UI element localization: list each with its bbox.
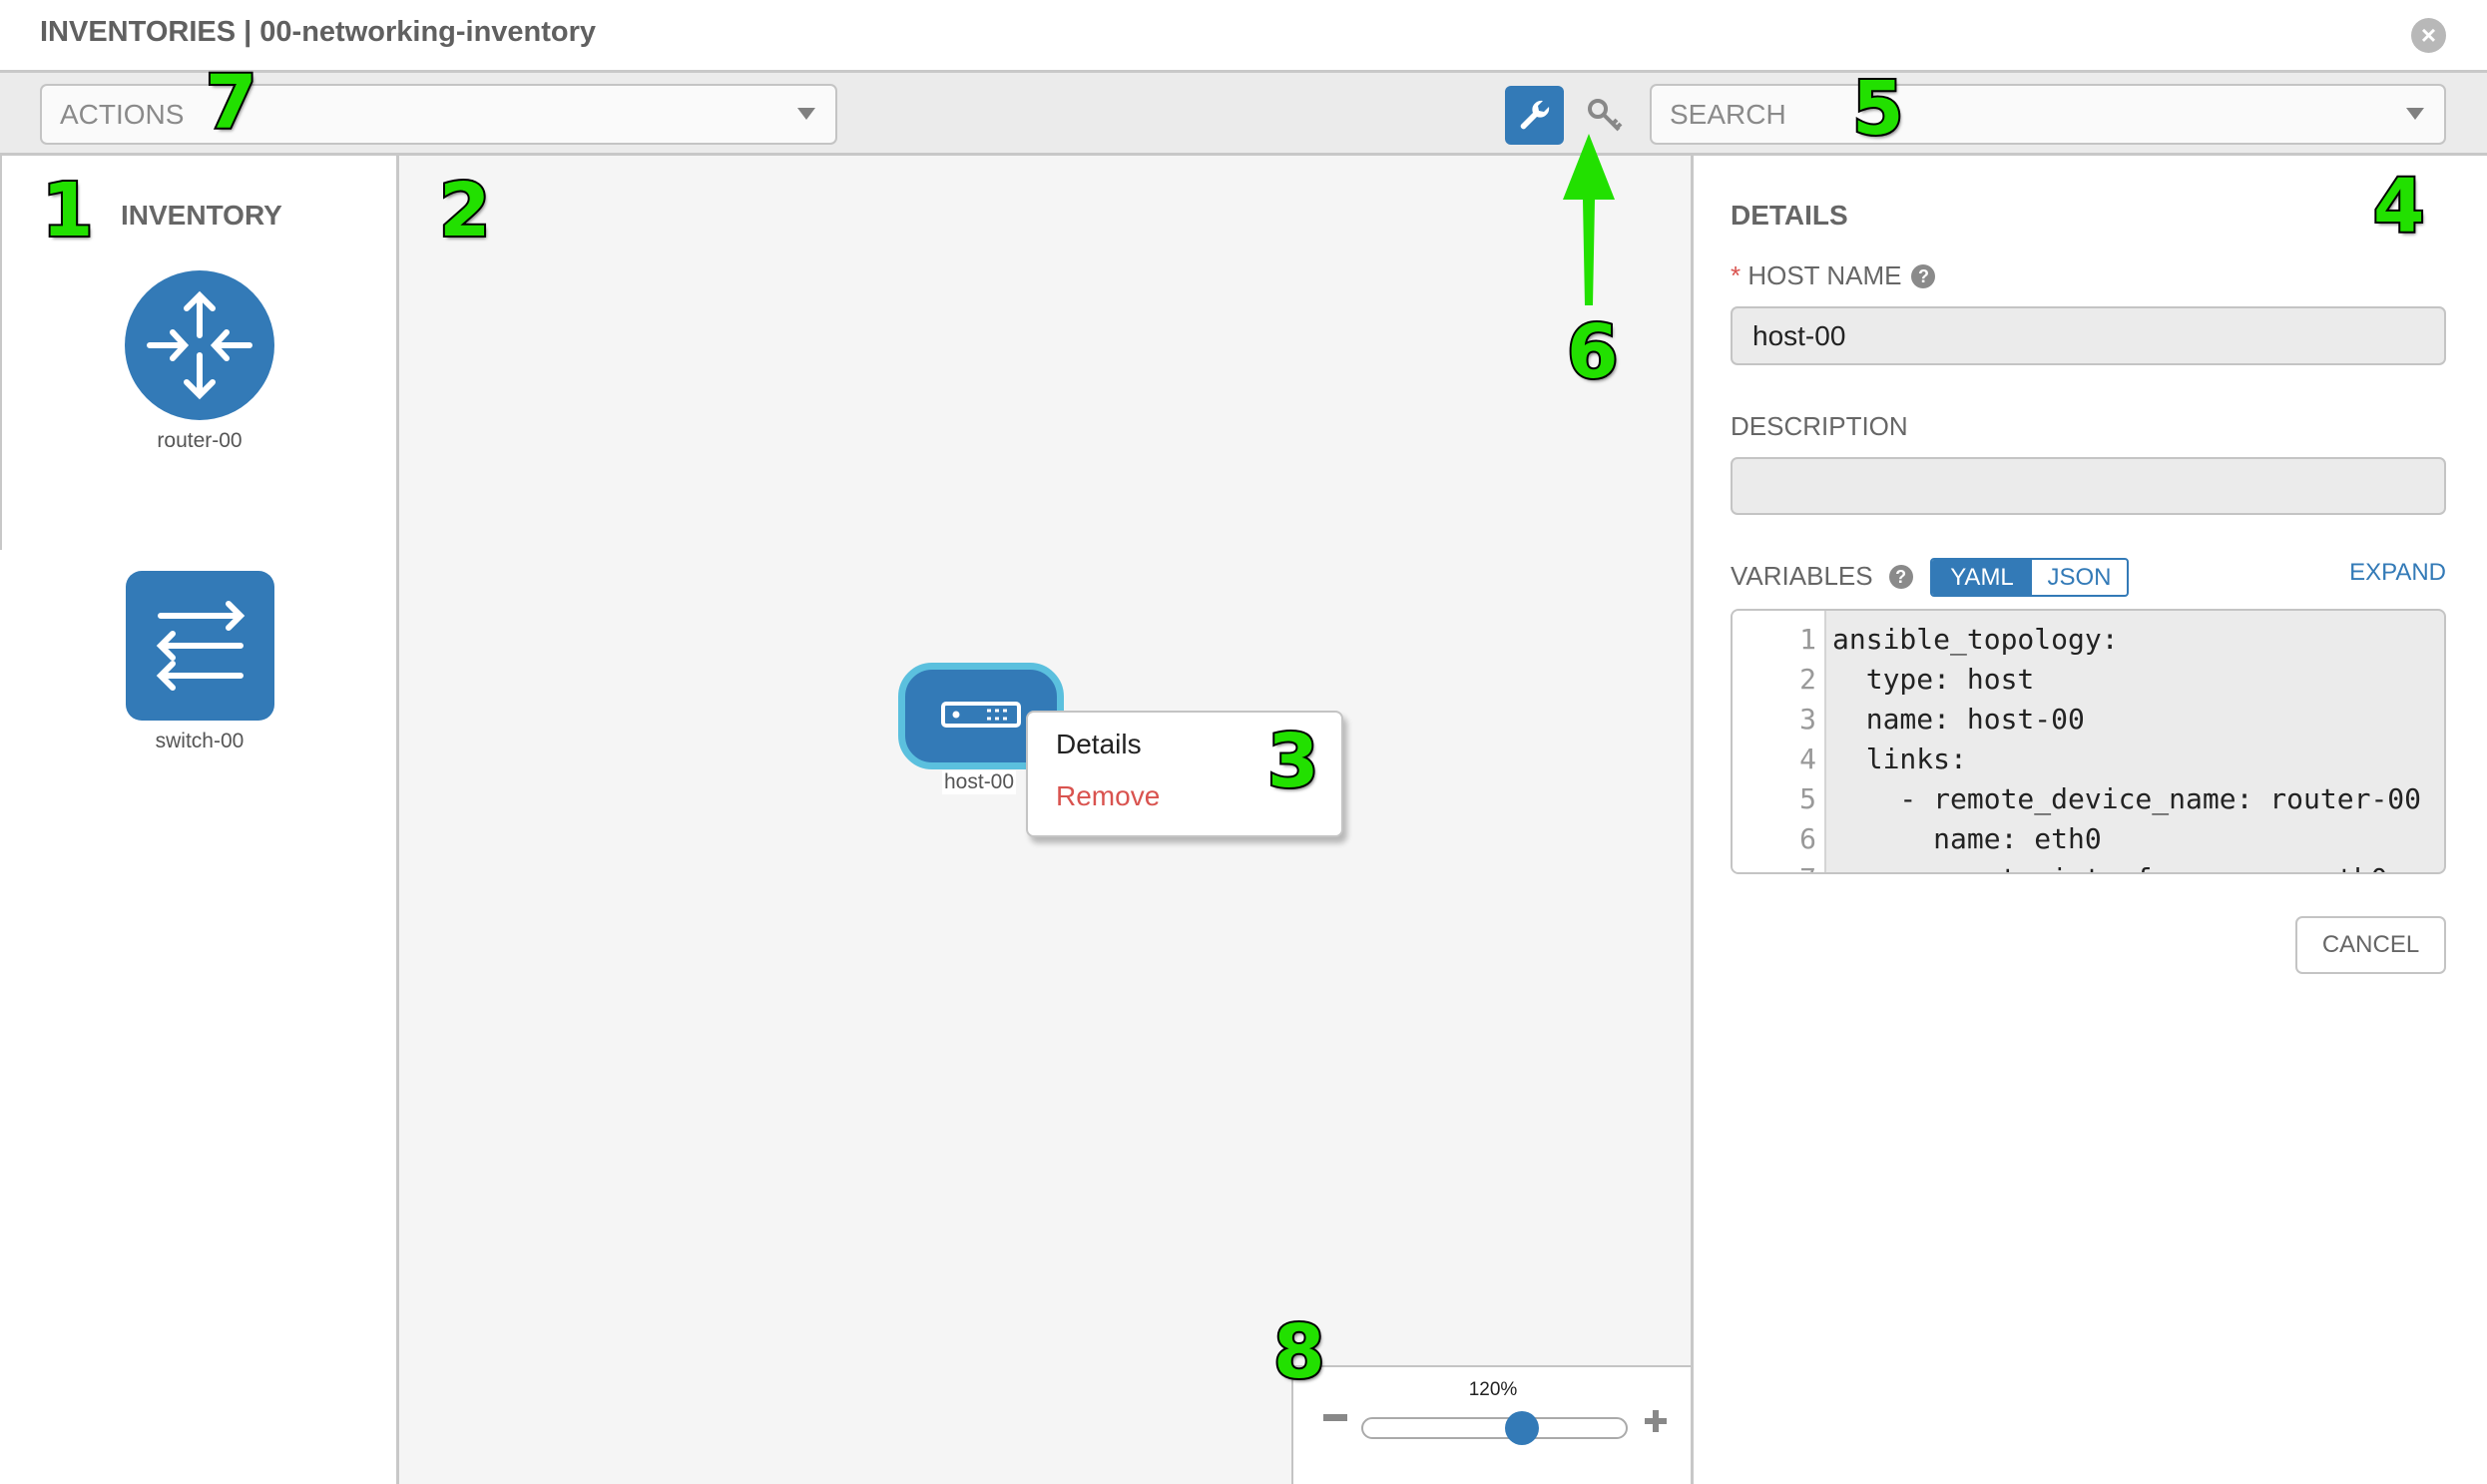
host-node-label: host-00 bbox=[942, 770, 1017, 794]
chevron-down-icon bbox=[797, 108, 815, 120]
host-icon bbox=[941, 702, 1021, 728]
description-input[interactable] bbox=[1731, 457, 2446, 515]
variables-label-text: VARIABLES bbox=[1731, 561, 1873, 591]
actions-dropdown[interactable]: ACTIONS bbox=[40, 84, 837, 145]
menu-item-remove[interactable]: Remove bbox=[1056, 780, 1161, 811]
annotation-8: 8 bbox=[1271, 1307, 1326, 1397]
divider bbox=[0, 156, 2, 550]
chevron-down-icon bbox=[2406, 108, 2424, 120]
code-line: name: host-00 bbox=[1832, 703, 2085, 736]
json-toggle[interactable]: JSON bbox=[2047, 564, 2112, 591]
search-dropdown[interactable]: SEARCH bbox=[1650, 84, 2446, 145]
required-icon: * bbox=[1731, 260, 1748, 290]
annotation-4: 4 bbox=[2371, 162, 2426, 251]
zoom-slider-handle[interactable] bbox=[1505, 1411, 1539, 1445]
line-number: 4 bbox=[1799, 742, 1816, 775]
line-number: 7 bbox=[1799, 862, 1816, 872]
router-icon[interactable] bbox=[125, 270, 274, 420]
annotation-5: 5 bbox=[1850, 64, 1905, 154]
context-menu: Details Remove bbox=[1026, 711, 1343, 837]
code-line: type: host bbox=[1832, 663, 2035, 696]
code-line: links: bbox=[1832, 742, 1967, 775]
code-line: remote_interface_name: eth0 bbox=[1832, 862, 2387, 872]
host-name-label: * HOST NAME? bbox=[1731, 260, 1936, 291]
router-label: router-00 bbox=[157, 429, 243, 452]
zoom-slider[interactable] bbox=[1361, 1417, 1628, 1439]
menu-item-details[interactable]: Details bbox=[1056, 729, 1142, 759]
host-name-input[interactable]: host-00 bbox=[1731, 306, 2446, 365]
line-number: 3 bbox=[1799, 703, 1816, 736]
line-number: 2 bbox=[1799, 663, 1816, 696]
cancel-button[interactable]: CANCEL bbox=[2295, 916, 2446, 974]
host-name-label-text: HOST NAME bbox=[1747, 260, 1902, 290]
line-number: 5 bbox=[1799, 782, 1816, 815]
help-icon[interactable]: ? bbox=[1911, 264, 1936, 288]
wrench-icon[interactable] bbox=[1505, 86, 1564, 145]
line-gutter: 1 2 3 4 5 6 7 bbox=[1733, 611, 1826, 872]
code-line: name: eth0 bbox=[1832, 822, 2102, 855]
variables-editor[interactable]: 1 2 3 4 5 6 7 ansible_topology: type: host nam… bbox=[1731, 609, 2446, 874]
page-title: INVENTORIES | 00-networking-inventory bbox=[40, 16, 597, 48]
actions-label: ACTIONS bbox=[60, 99, 185, 130]
annotation-3: 3 bbox=[1265, 717, 1320, 806]
annotation-2: 2 bbox=[437, 166, 492, 255]
help-icon[interactable]: ? bbox=[1888, 565, 1913, 589]
expand-link[interactable]: EXPAND bbox=[2349, 559, 2446, 586]
annotation-arrow bbox=[1563, 134, 1615, 305]
switch-label: switch-00 bbox=[155, 730, 245, 752]
code-line: - remote_device_name: router-00 bbox=[1832, 782, 2422, 815]
switch-icon[interactable] bbox=[126, 571, 274, 721]
yaml-toggle[interactable]: YAML bbox=[1932, 560, 2032, 595]
title-bar bbox=[0, 0, 2487, 73]
zoom-out-icon[interactable] bbox=[1323, 1414, 1347, 1421]
zoom-level: 120% bbox=[1468, 1379, 1518, 1400]
line-number: 6 bbox=[1799, 822, 1816, 855]
line-number: 1 bbox=[1799, 623, 1816, 656]
search-label: SEARCH bbox=[1670, 99, 1786, 130]
annotation-6: 6 bbox=[1565, 307, 1620, 397]
inventory-title: INVENTORY bbox=[121, 200, 282, 231]
details-title: DETAILS bbox=[1731, 200, 1848, 231]
description-label: DESCRIPTION bbox=[1731, 411, 1908, 441]
annotation-7: 7 bbox=[204, 58, 258, 148]
variables-label: VARIABLES? bbox=[1731, 561, 1913, 592]
key-icon[interactable] bbox=[1585, 96, 1625, 136]
annotation-1: 1 bbox=[40, 166, 95, 255]
close-icon[interactable]: × bbox=[2411, 18, 2446, 53]
code-line: ansible_topology: bbox=[1832, 623, 2119, 656]
format-toggle: YAML JSON bbox=[1930, 558, 2129, 597]
zoom-control: 120% bbox=[1291, 1365, 1691, 1484]
zoom-in-icon[interactable] bbox=[1645, 1410, 1667, 1432]
